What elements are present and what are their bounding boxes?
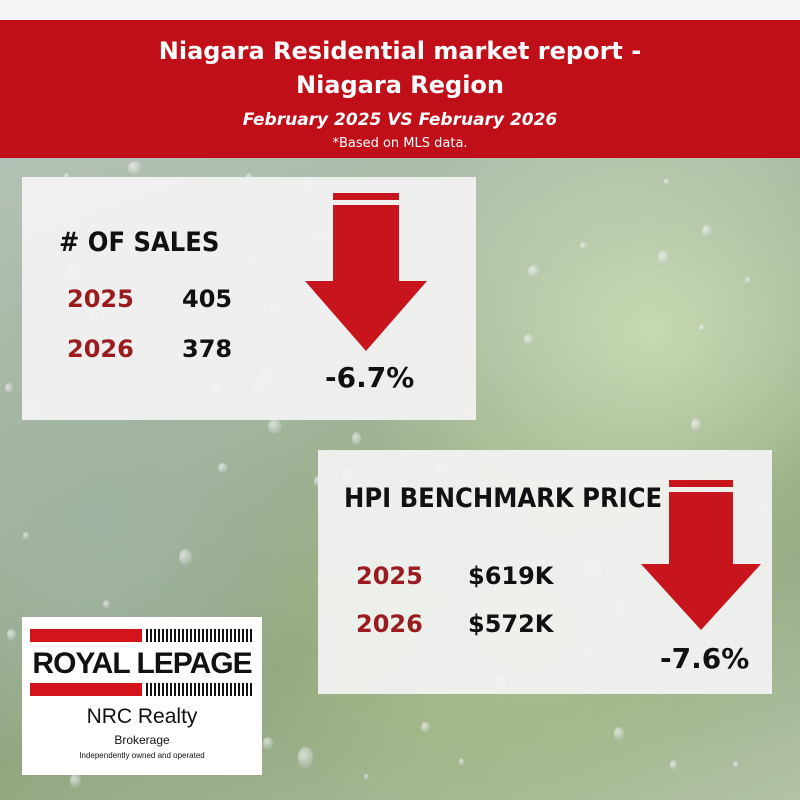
raindrop: [268, 418, 283, 435]
raindrop: [298, 746, 313, 770]
hpi-year-2026: 2026: [356, 610, 423, 638]
top-strip: [0, 0, 800, 20]
raindrop: [263, 736, 273, 751]
report-title-line2: Niagara Region: [295, 71, 504, 99]
raindrop: [458, 758, 465, 767]
raindrop: [364, 774, 369, 780]
sales-title: # OF SALES: [59, 227, 220, 258]
logo-barcode-top: [146, 629, 254, 642]
raindrop: [527, 264, 540, 278]
logo-brand-name: ROYAL LEPAGE: [32, 647, 252, 680]
raindrop: [63, 173, 70, 180]
hpi-value-2025: $619K: [468, 562, 554, 590]
raindrop: [5, 383, 13, 395]
hpi-card: HPI BENCHMARK PRICE 2025 $619K 2026 $572…: [318, 450, 772, 694]
data-source-note: *Based on MLS data.: [332, 136, 468, 151]
raindrop: [669, 760, 677, 771]
sales-value-2026: 378: [182, 335, 233, 363]
logo-red-stripe-bottom: [30, 683, 142, 696]
raindrop: [663, 177, 670, 186]
sales-change: -6.7%: [325, 361, 415, 394]
office-type: Brokerage: [114, 733, 170, 747]
sales-card: # OF SALES 2025 405 2026 378 -6.7%: [22, 177, 476, 420]
raindrop: [69, 774, 81, 789]
hpi-value-2026: $572K: [468, 610, 554, 638]
office-name: NRC Realty: [86, 705, 198, 728]
sales-year-2026: 2026: [67, 335, 134, 363]
royal-lepage-logo: ROYAL LEPAGE NRC Realty Brokerage Indepe…: [22, 617, 262, 775]
raindrop: [179, 549, 193, 566]
logo-red-stripe-top: [30, 629, 142, 642]
raindrop: [699, 323, 705, 333]
raindrop: [102, 599, 111, 610]
raindrop: [732, 761, 739, 768]
raindrop: [421, 721, 431, 734]
raindrop: [524, 334, 534, 347]
raindrop: [128, 160, 142, 176]
report-header: Niagara Residential market report - Niag…: [0, 20, 800, 158]
hpi-year-2025: 2025: [356, 562, 423, 590]
raindrop: [745, 277, 751, 285]
raindrop: [23, 532, 30, 540]
sales-year-2025: 2025: [67, 285, 134, 313]
down-arrow-icon: [305, 193, 427, 351]
report-subtitle: February 2025 VS February 2026: [242, 110, 558, 130]
down-arrow-icon: [641, 480, 761, 630]
hpi-change: -7.6%: [660, 642, 750, 675]
raindrop: [218, 462, 228, 473]
raindrop: [657, 250, 669, 266]
raindrop: [6, 628, 17, 642]
hpi-title: HPI BENCHMARK PRICE: [344, 483, 663, 514]
report-title: Niagara Residential market report - Niag…: [0, 34, 800, 102]
sales-value-2025: 405: [182, 285, 233, 313]
logo-barcode-bottom: [146, 683, 254, 696]
report-title-line1: Niagara Residential market report -: [158, 37, 642, 65]
raindrop: [702, 225, 712, 238]
raindrop: [614, 727, 625, 742]
raindrop: [691, 417, 701, 433]
raindrop: [579, 241, 587, 250]
office-tagline: Independently owned and operated: [79, 751, 205, 760]
raindrop: [351, 432, 361, 447]
